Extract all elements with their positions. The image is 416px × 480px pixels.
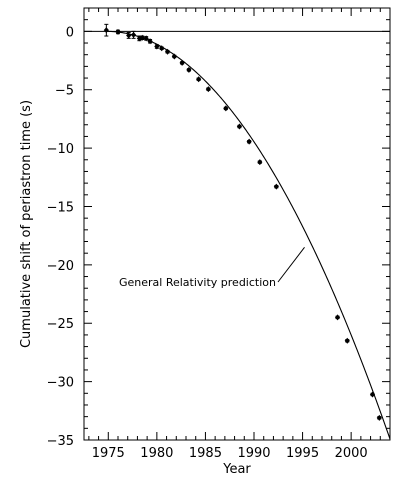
point-marker: [246, 138, 252, 145]
x-tick-label: 1985: [189, 446, 222, 461]
point-marker: [126, 32, 132, 39]
plot-frame: [83, 7, 391, 441]
x-axis: 1975 1980 1985 1990 1995 2000: [88, 8, 391, 461]
plot-area: 1975 1980 1985 1990 1995 2000 0 −5 −10 −15 −20 −25…: [47, 7, 391, 461]
point-marker: [159, 45, 165, 52]
y-tick-label: −20: [47, 259, 74, 274]
point-marker: [179, 59, 185, 66]
data-point: [154, 43, 160, 50]
data-point: [159, 45, 165, 52]
point-marker: [147, 38, 153, 45]
y-tick-label: −30: [47, 376, 74, 391]
point-marker: [236, 123, 243, 130]
x-tick-label: 1995: [286, 446, 319, 461]
point-marker: [154, 43, 160, 50]
gr-prediction-curve: [106, 30, 391, 440]
data-point: [196, 76, 202, 83]
data-points: [103, 23, 382, 421]
data-point: [139, 34, 145, 41]
data-point: [171, 53, 177, 60]
data-point: [246, 138, 252, 145]
data-point: [334, 314, 341, 321]
x-tick-label: 2000: [335, 446, 368, 461]
y-tick-label: −25: [47, 317, 74, 332]
point-marker: [171, 53, 177, 60]
x-tick-label: 1990: [237, 446, 270, 461]
point-marker: [257, 159, 263, 166]
point-marker: [103, 27, 109, 34]
annotation-label: General Relativity prediction: [119, 276, 276, 289]
point-marker: [223, 105, 229, 112]
data-point: [273, 183, 279, 190]
data-point: [223, 105, 229, 112]
point-marker: [196, 76, 202, 83]
data-point: [126, 32, 132, 39]
data-point: [186, 66, 192, 73]
point-marker: [164, 48, 171, 55]
data-point: [164, 48, 171, 55]
data-point: [236, 123, 243, 130]
x-tick-label: 1980: [140, 446, 173, 461]
data-point: [103, 23, 109, 37]
point-marker: [143, 35, 149, 42]
data-point: [369, 391, 376, 398]
point-marker: [139, 34, 145, 41]
data-point: [179, 59, 185, 66]
y-tick-label: −35: [47, 434, 74, 449]
y-tick-label: −15: [47, 200, 74, 215]
y-tick-label: −10: [47, 142, 74, 157]
point-marker: [344, 337, 350, 344]
data-point: [257, 159, 263, 166]
data-point: [376, 414, 382, 421]
x-tick-label: 1975: [92, 446, 125, 461]
data-point: [344, 337, 350, 344]
y-axis-label: Cumulative shift of periastron time (s): [19, 100, 34, 348]
point-marker: [334, 314, 341, 321]
point-marker: [205, 86, 211, 93]
data-point: [147, 38, 153, 45]
data-point: [115, 28, 121, 35]
data-point: [130, 30, 137, 39]
point-marker: [130, 31, 137, 38]
data-point: [205, 86, 211, 93]
annotation-leader-line: [277, 247, 305, 283]
y-axis: 0 −5 −10 −15 −20 −25 −30 −35: [47, 7, 390, 449]
point-marker: [186, 66, 192, 73]
x-axis-label: Year: [222, 462, 251, 477]
y-tick-label: 0: [66, 25, 74, 40]
y-tick-label: −5: [55, 84, 74, 99]
data-point: [143, 35, 149, 42]
point-marker: [376, 414, 382, 421]
point-marker: [115, 28, 121, 35]
point-marker: [273, 183, 279, 190]
point-marker: [369, 391, 376, 398]
